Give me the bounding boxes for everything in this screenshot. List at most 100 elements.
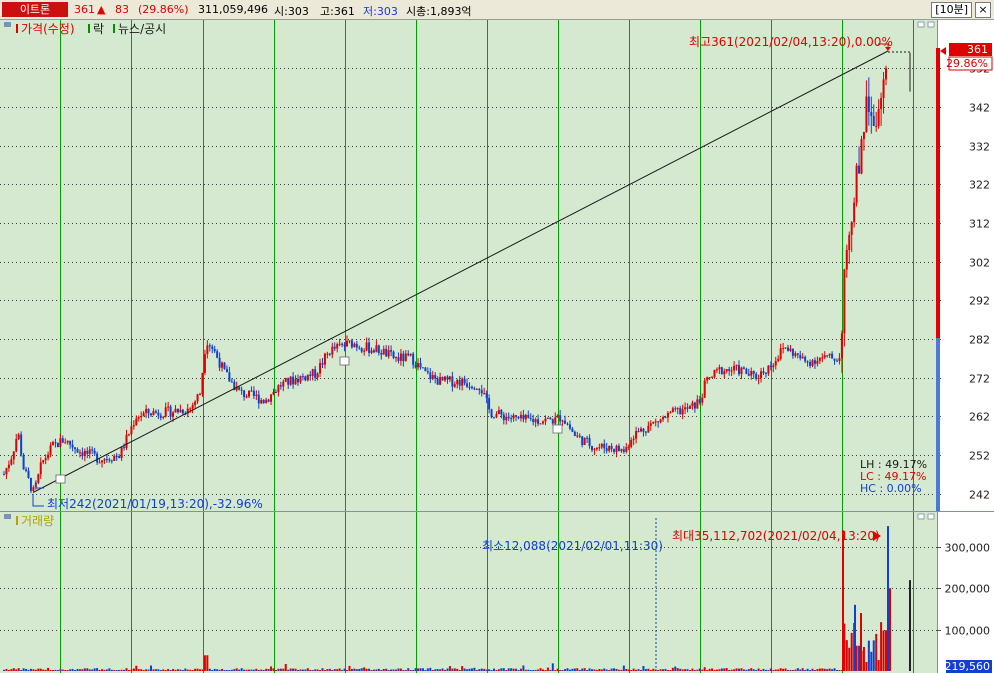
candle-body [711, 376, 714, 378]
candle-body [233, 381, 236, 391]
candle-body [235, 386, 238, 391]
candle-body [473, 388, 476, 390]
volume-bar [470, 668, 473, 671]
volume-bar [809, 670, 812, 671]
volume-bar [524, 669, 527, 671]
candle-body [853, 202, 856, 223]
candle-body [316, 373, 319, 378]
candle-body [444, 376, 446, 381]
candle-body [404, 353, 407, 362]
volume-bar [39, 668, 42, 671]
volume-bar [740, 668, 743, 671]
candle-body [22, 454, 25, 470]
low-annotation: 최저242(2021/01/19,13:20),-32.96% [47, 497, 263, 511]
volume-bar [564, 669, 567, 671]
candle-body [417, 363, 420, 368]
legend-volume[interactable]: 거래량 [21, 514, 54, 528]
close-button[interactable]: × [975, 2, 991, 18]
candle-body [167, 406, 170, 408]
candle-body [81, 452, 84, 457]
volume-bar [733, 669, 736, 671]
volume-bar [448, 666, 451, 671]
candle-body [262, 399, 265, 404]
candle-body [620, 449, 623, 451]
volume-bar [404, 670, 407, 671]
volume-bar [142, 670, 145, 671]
volume-bar [742, 669, 745, 671]
candle-body [42, 460, 45, 463]
candle-body [485, 393, 488, 399]
panel-close-icon[interactable] [927, 21, 935, 28]
candle-body [762, 371, 765, 374]
candle-body [306, 374, 309, 381]
volume-bar [757, 668, 760, 671]
volume-bar [186, 669, 189, 671]
panel-menu-icon[interactable] [4, 22, 11, 27]
volume-bar [34, 669, 37, 671]
volume-bar [407, 668, 410, 671]
legend-fall[interactable]: 락 [93, 22, 104, 36]
candle-body [664, 417, 667, 419]
candle-body [627, 446, 630, 448]
candle-body [767, 365, 770, 374]
volume-bar [333, 669, 336, 671]
candle-body [517, 416, 520, 419]
stock-chart[interactable]: 가격(수정) 락 뉴스/공시 거래량 최고361(2021/02/04,13:2… [0, 20, 994, 673]
legend-price[interactable]: 가격(수정) [21, 22, 75, 36]
news-marker[interactable] [339, 356, 350, 366]
volume-bar [554, 670, 557, 671]
volume-bar [140, 669, 143, 671]
volume-bar [649, 669, 652, 671]
volume-bar [105, 669, 108, 671]
candle-body [446, 376, 449, 380]
candle-body [387, 350, 390, 357]
volume-bar [495, 669, 498, 671]
volume-bar [581, 668, 584, 671]
volume-bar [323, 670, 326, 671]
volume-bar [390, 669, 393, 671]
candle-body [199, 394, 201, 396]
volume-bar [157, 669, 160, 671]
volume-bar [468, 668, 471, 671]
candle-body [833, 358, 836, 361]
timeframe-selector[interactable]: [10분] [931, 2, 972, 18]
candle-body [649, 423, 652, 426]
volume-bar [348, 665, 351, 671]
volume-bar [167, 669, 170, 671]
volume-bar [475, 669, 478, 671]
candle-body [7, 464, 10, 469]
volume-bar [132, 668, 135, 671]
candle-body [363, 350, 366, 352]
candle-body [424, 367, 427, 372]
volume-bar [735, 668, 738, 671]
volume-bar [15, 669, 18, 671]
volume-bar [419, 668, 422, 671]
candle-body [240, 389, 243, 391]
volume-bar [120, 669, 123, 671]
candle-body [135, 418, 138, 426]
candle-body [591, 446, 593, 451]
candle-body [622, 449, 625, 452]
candle-body [123, 447, 126, 449]
stock-name[interactable]: 이트론 [2, 2, 68, 17]
candle-body [142, 412, 145, 416]
maximize-icon[interactable] [917, 21, 925, 28]
candle-body [502, 414, 505, 421]
lh-label: LH : 49.17% [860, 458, 927, 471]
candle-body [27, 470, 30, 478]
candle-body [715, 369, 718, 371]
volume-panel-menu-icon[interactable] [4, 514, 11, 519]
news-marker[interactable] [55, 474, 66, 484]
candle-body [194, 401, 197, 406]
current-volume-tag [946, 660, 992, 673]
candle-body [733, 365, 736, 371]
volume-bar [265, 668, 268, 671]
news-marker[interactable] [552, 424, 563, 434]
candle-body [304, 376, 307, 381]
trendline[interactable] [33, 50, 889, 493]
candle-body [713, 369, 716, 377]
legend-news[interactable]: 뉴스/공시 [118, 22, 166, 36]
candle-body [483, 393, 486, 395]
volume-bar [22, 668, 25, 671]
volume-bar [282, 668, 285, 671]
